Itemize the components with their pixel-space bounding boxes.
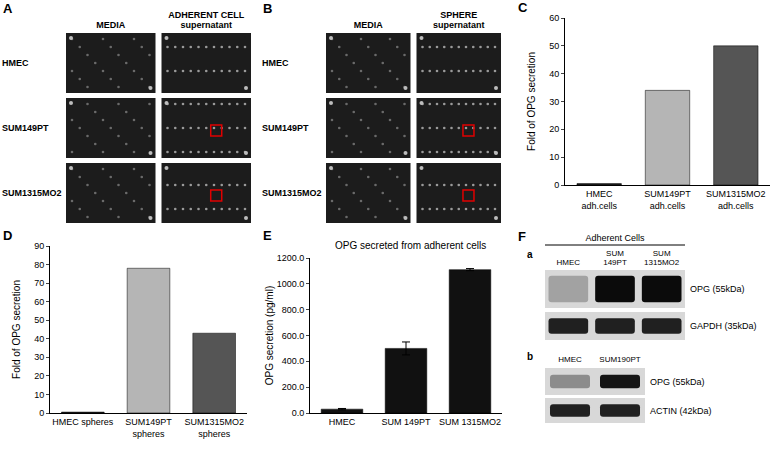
svg-text:a: a (527, 249, 533, 260)
svg-text:SUM: SUM (653, 249, 671, 258)
html-text:E: E (263, 228, 272, 243)
svg-text:HMEC: HMEC (558, 355, 582, 364)
svg-text:SUM149PTadh.cells: SUM149PTadh.cells (644, 189, 691, 211)
svg-text:10: 10 (34, 390, 44, 400)
svg-text:SUM149PT: SUM149PT (262, 123, 309, 133)
svg-text:OPG secretion (pg/ml): OPG secretion (pg/ml) (264, 286, 275, 385)
svg-text:Fold of OPG secretion: Fold of OPG secretion (526, 52, 537, 151)
svg-text:SUM1315MO2: SUM1315MO2 (2, 188, 62, 198)
svg-text:ADHERENT CELL: ADHERENT CELL (168, 10, 245, 20)
svg-text:Adherent Cells: Adherent Cells (585, 233, 645, 243)
svg-text:40: 40 (549, 69, 559, 79)
svg-text:70: 70 (34, 278, 44, 288)
svg-text:1315MO2: 1315MO2 (644, 258, 680, 267)
svg-text:SUM149PTspheres: SUM149PTspheres (125, 417, 172, 439)
svg-text:30: 30 (34, 352, 44, 362)
svg-text:HMEC: HMEC (2, 58, 29, 68)
svg-text:800.0: 800.0 (282, 305, 305, 315)
svg-text:SUM149PT: SUM149PT (2, 123, 49, 133)
svg-text:1200.0: 1200.0 (277, 253, 305, 263)
svg-text:0.0: 0.0 (292, 408, 305, 418)
svg-text:10: 10 (549, 152, 559, 162)
svg-text:20: 20 (549, 124, 559, 134)
svg-text:SUM1315MO2adh.cells: SUM1315MO2adh.cells (706, 189, 766, 211)
svg-text:supernatant: supernatant (433, 20, 485, 30)
svg-text:40: 40 (34, 334, 44, 344)
svg-text:GAPDH (35kDa): GAPDH (35kDa) (690, 321, 757, 331)
svg-text:Fold of OPG secretion: Fold of OPG secretion (11, 280, 22, 379)
svg-text:OPG (55kDa): OPG (55kDa) (650, 377, 705, 387)
svg-text:60: 60 (549, 13, 559, 23)
svg-text:0: 0 (39, 408, 44, 418)
svg-text:MEDIA: MEDIA (354, 20, 384, 30)
svg-text:50: 50 (549, 41, 559, 51)
svg-text:90: 90 (34, 241, 44, 251)
svg-text:SPHERE: SPHERE (440, 10, 477, 20)
svg-text:b: b (527, 351, 533, 362)
svg-text:80: 80 (34, 260, 44, 270)
svg-text:HMEC: HMEC (262, 58, 289, 68)
svg-text:MEDIA: MEDIA (96, 20, 126, 30)
svg-text:F: F (518, 229, 526, 244)
html-text:D: D (3, 228, 13, 243)
svg-text:A: A (3, 1, 13, 16)
svg-text:supernatant: supernatant (180, 20, 232, 30)
svg-text:0: 0 (554, 180, 559, 190)
svg-text:400.0: 400.0 (282, 356, 305, 366)
svg-text:OPG (55kDa): OPG (55kDa) (690, 284, 745, 294)
svg-text:SUM1315MO2spheres: SUM1315MO2spheres (184, 417, 244, 439)
svg-text:600.0: 600.0 (282, 331, 305, 341)
svg-text:SUM 149PT: SUM 149PT (381, 417, 431, 427)
svg-text:OPG secreted from adherent cel: OPG secreted from adherent cells (335, 240, 486, 251)
svg-text:SUM190PT: SUM190PT (599, 355, 640, 364)
svg-text:SUM 1315MO2: SUM 1315MO2 (439, 417, 501, 427)
svg-text:200.0: 200.0 (282, 382, 305, 392)
svg-text:20: 20 (34, 371, 44, 381)
svg-text:HMECadh.cells: HMECadh.cells (581, 189, 617, 211)
svg-text:ACTIN (42kDa): ACTIN (42kDa) (650, 406, 712, 416)
svg-text:1000.0: 1000.0 (277, 279, 305, 289)
svg-text:HMEC spheres: HMEC spheres (52, 417, 114, 427)
svg-text:HMEC: HMEC (329, 417, 356, 427)
svg-text:B: B (263, 1, 272, 16)
svg-text:SUM1315MO2: SUM1315MO2 (262, 188, 322, 198)
svg-text:SUM: SUM (606, 249, 624, 258)
svg-text:HMEC: HMEC (557, 258, 581, 267)
svg-text:30: 30 (549, 97, 559, 107)
svg-text:60: 60 (34, 297, 44, 307)
html-text:C: C (518, 0, 528, 15)
svg-text:149PT: 149PT (603, 258, 627, 267)
svg-text:50: 50 (34, 315, 44, 325)
